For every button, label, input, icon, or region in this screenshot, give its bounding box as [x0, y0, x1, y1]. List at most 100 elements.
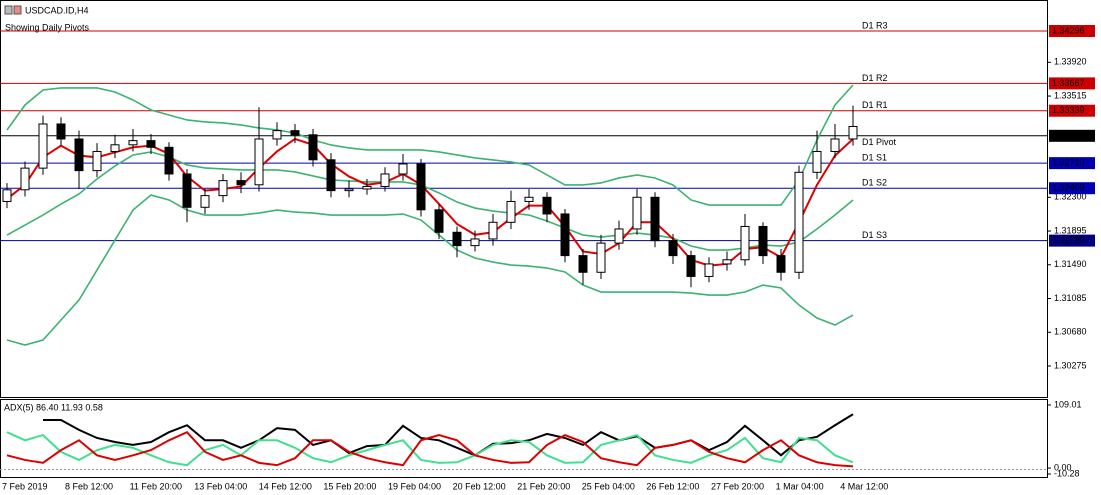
y-tick-label: 1.33920	[1054, 57, 1087, 67]
pivot-box	[1049, 129, 1095, 142]
x-tick-label: 25 Feb 04:00	[582, 481, 635, 491]
pivot-value: 1.31780	[1052, 235, 1085, 245]
y-tick-label: 109.01	[1054, 399, 1082, 409]
pivot-name: D1 S1	[862, 153, 887, 163]
candle-body	[146, 140, 156, 148]
pivot-name: D1 R3	[862, 20, 888, 30]
pivot-box	[1049, 104, 1095, 117]
pivot-name: D1 S3	[862, 230, 887, 240]
candle-body	[434, 209, 444, 233]
x-tick-label: 14 Feb 12:00	[259, 481, 312, 491]
adx-frame	[0, 399, 1048, 478]
pivot-value: 1.34296	[1052, 25, 1085, 35]
chart-subtitle: Showing Daily Pivots	[5, 22, 90, 32]
candle-body	[722, 259, 732, 265]
x-tick-label: 20 Feb 12:00	[453, 481, 506, 491]
candle-body	[272, 130, 282, 140]
pivot-box	[1049, 24, 1095, 37]
x-tick-label: 8 Feb 12:00	[65, 481, 113, 491]
candle-body	[506, 200, 516, 223]
indicator-line	[43, 413, 854, 457]
candle-body	[164, 146, 174, 175]
pivot-value: 1.32409	[1052, 183, 1085, 193]
x-tick-label: 15 Feb 20:00	[323, 481, 376, 491]
y-tick-label: 1.30275	[1054, 360, 1087, 370]
pivot-value: 1.33339	[1052, 105, 1085, 115]
candle-body	[308, 134, 318, 161]
candle-body	[380, 173, 390, 187]
y-tick-label: 1.32300	[1054, 192, 1087, 202]
pivot-name: D1 Pivot	[862, 137, 897, 147]
candle-body	[344, 188, 354, 192]
indicator-line	[6, 194, 854, 346]
candle-body	[650, 196, 660, 242]
candle-body	[812, 150, 822, 173]
candle-body	[794, 171, 804, 273]
candle-body	[2, 189, 12, 202]
candle-body	[74, 138, 84, 172]
indicator-line	[6, 430, 854, 468]
candle-body	[578, 255, 588, 273]
candle-body	[686, 255, 696, 277]
y-tick-label: 1.30680	[1054, 327, 1087, 337]
candle-body	[362, 185, 372, 190]
candle-body	[740, 225, 750, 261]
indicator-line	[6, 431, 854, 467]
pivot-name: D1 S2	[862, 178, 887, 188]
x-tick-label: 1 Mar 04:00	[776, 481, 824, 491]
pivot-name: D1 R1	[862, 100, 888, 110]
candle-body	[236, 180, 246, 186]
x-tick-label: 7 Feb 2019	[2, 481, 48, 491]
x-tick-label: 19 Feb 04:00	[388, 481, 441, 491]
chart-title: USDCAD.ID,H4	[25, 5, 89, 15]
candle-body	[560, 213, 570, 257]
candle-body	[326, 159, 336, 192]
candle-body	[452, 231, 462, 247]
candle-body	[200, 195, 210, 208]
candle-body	[20, 167, 30, 191]
candle-body	[56, 123, 66, 140]
x-tick-label: 4 Mar 12:00	[840, 481, 888, 491]
pivot-value: 1.33038	[1052, 130, 1085, 140]
price-frame	[0, 0, 1048, 398]
candle-body	[110, 144, 120, 152]
pivot-name: D1 R2	[862, 73, 888, 83]
candle-body	[668, 240, 678, 257]
candle-body	[632, 196, 642, 230]
y-tick-label: -10.28	[1054, 468, 1080, 478]
candle-body	[290, 130, 300, 136]
y-tick-label: 1.31490	[1054, 259, 1087, 269]
candle-body	[830, 138, 840, 152]
candle-body	[596, 242, 606, 273]
candle-body	[614, 228, 624, 244]
pivot-box	[1049, 182, 1095, 195]
candle-body	[848, 125, 858, 140]
pivot-value: 1.33667	[1052, 78, 1085, 88]
pivot-box	[1049, 157, 1095, 170]
pivot-box	[1049, 234, 1095, 247]
candle-body	[758, 225, 768, 257]
x-tick-label: 21 Feb 20:00	[517, 481, 570, 491]
y-tick-label: 1.31895	[1054, 225, 1087, 235]
candle-body	[218, 180, 228, 197]
adx-title: ADX(5) 86.40 11.93 0.58	[4, 402, 103, 412]
candle-body	[182, 173, 192, 208]
y-tick-label: 1.31085	[1054, 293, 1087, 303]
pivot-box	[1049, 77, 1095, 90]
x-tick-label: 27 Feb 20:00	[711, 481, 764, 491]
candle-body	[128, 140, 138, 146]
pivot-value: 1.32710	[1052, 158, 1085, 168]
candle-body	[776, 255, 786, 273]
x-tick-label: 13 Feb 04:00	[194, 481, 247, 491]
candle-body	[38, 123, 48, 169]
candle-body	[542, 196, 552, 215]
candle-body	[704, 263, 714, 277]
candle-body	[254, 138, 264, 186]
icon	[4, 5, 13, 15]
candle-body	[488, 221, 498, 240]
y-tick-label: 1.33515	[1054, 90, 1087, 100]
candle-body	[470, 238, 480, 247]
x-tick-label: 11 Feb 20:00	[130, 481, 182, 491]
